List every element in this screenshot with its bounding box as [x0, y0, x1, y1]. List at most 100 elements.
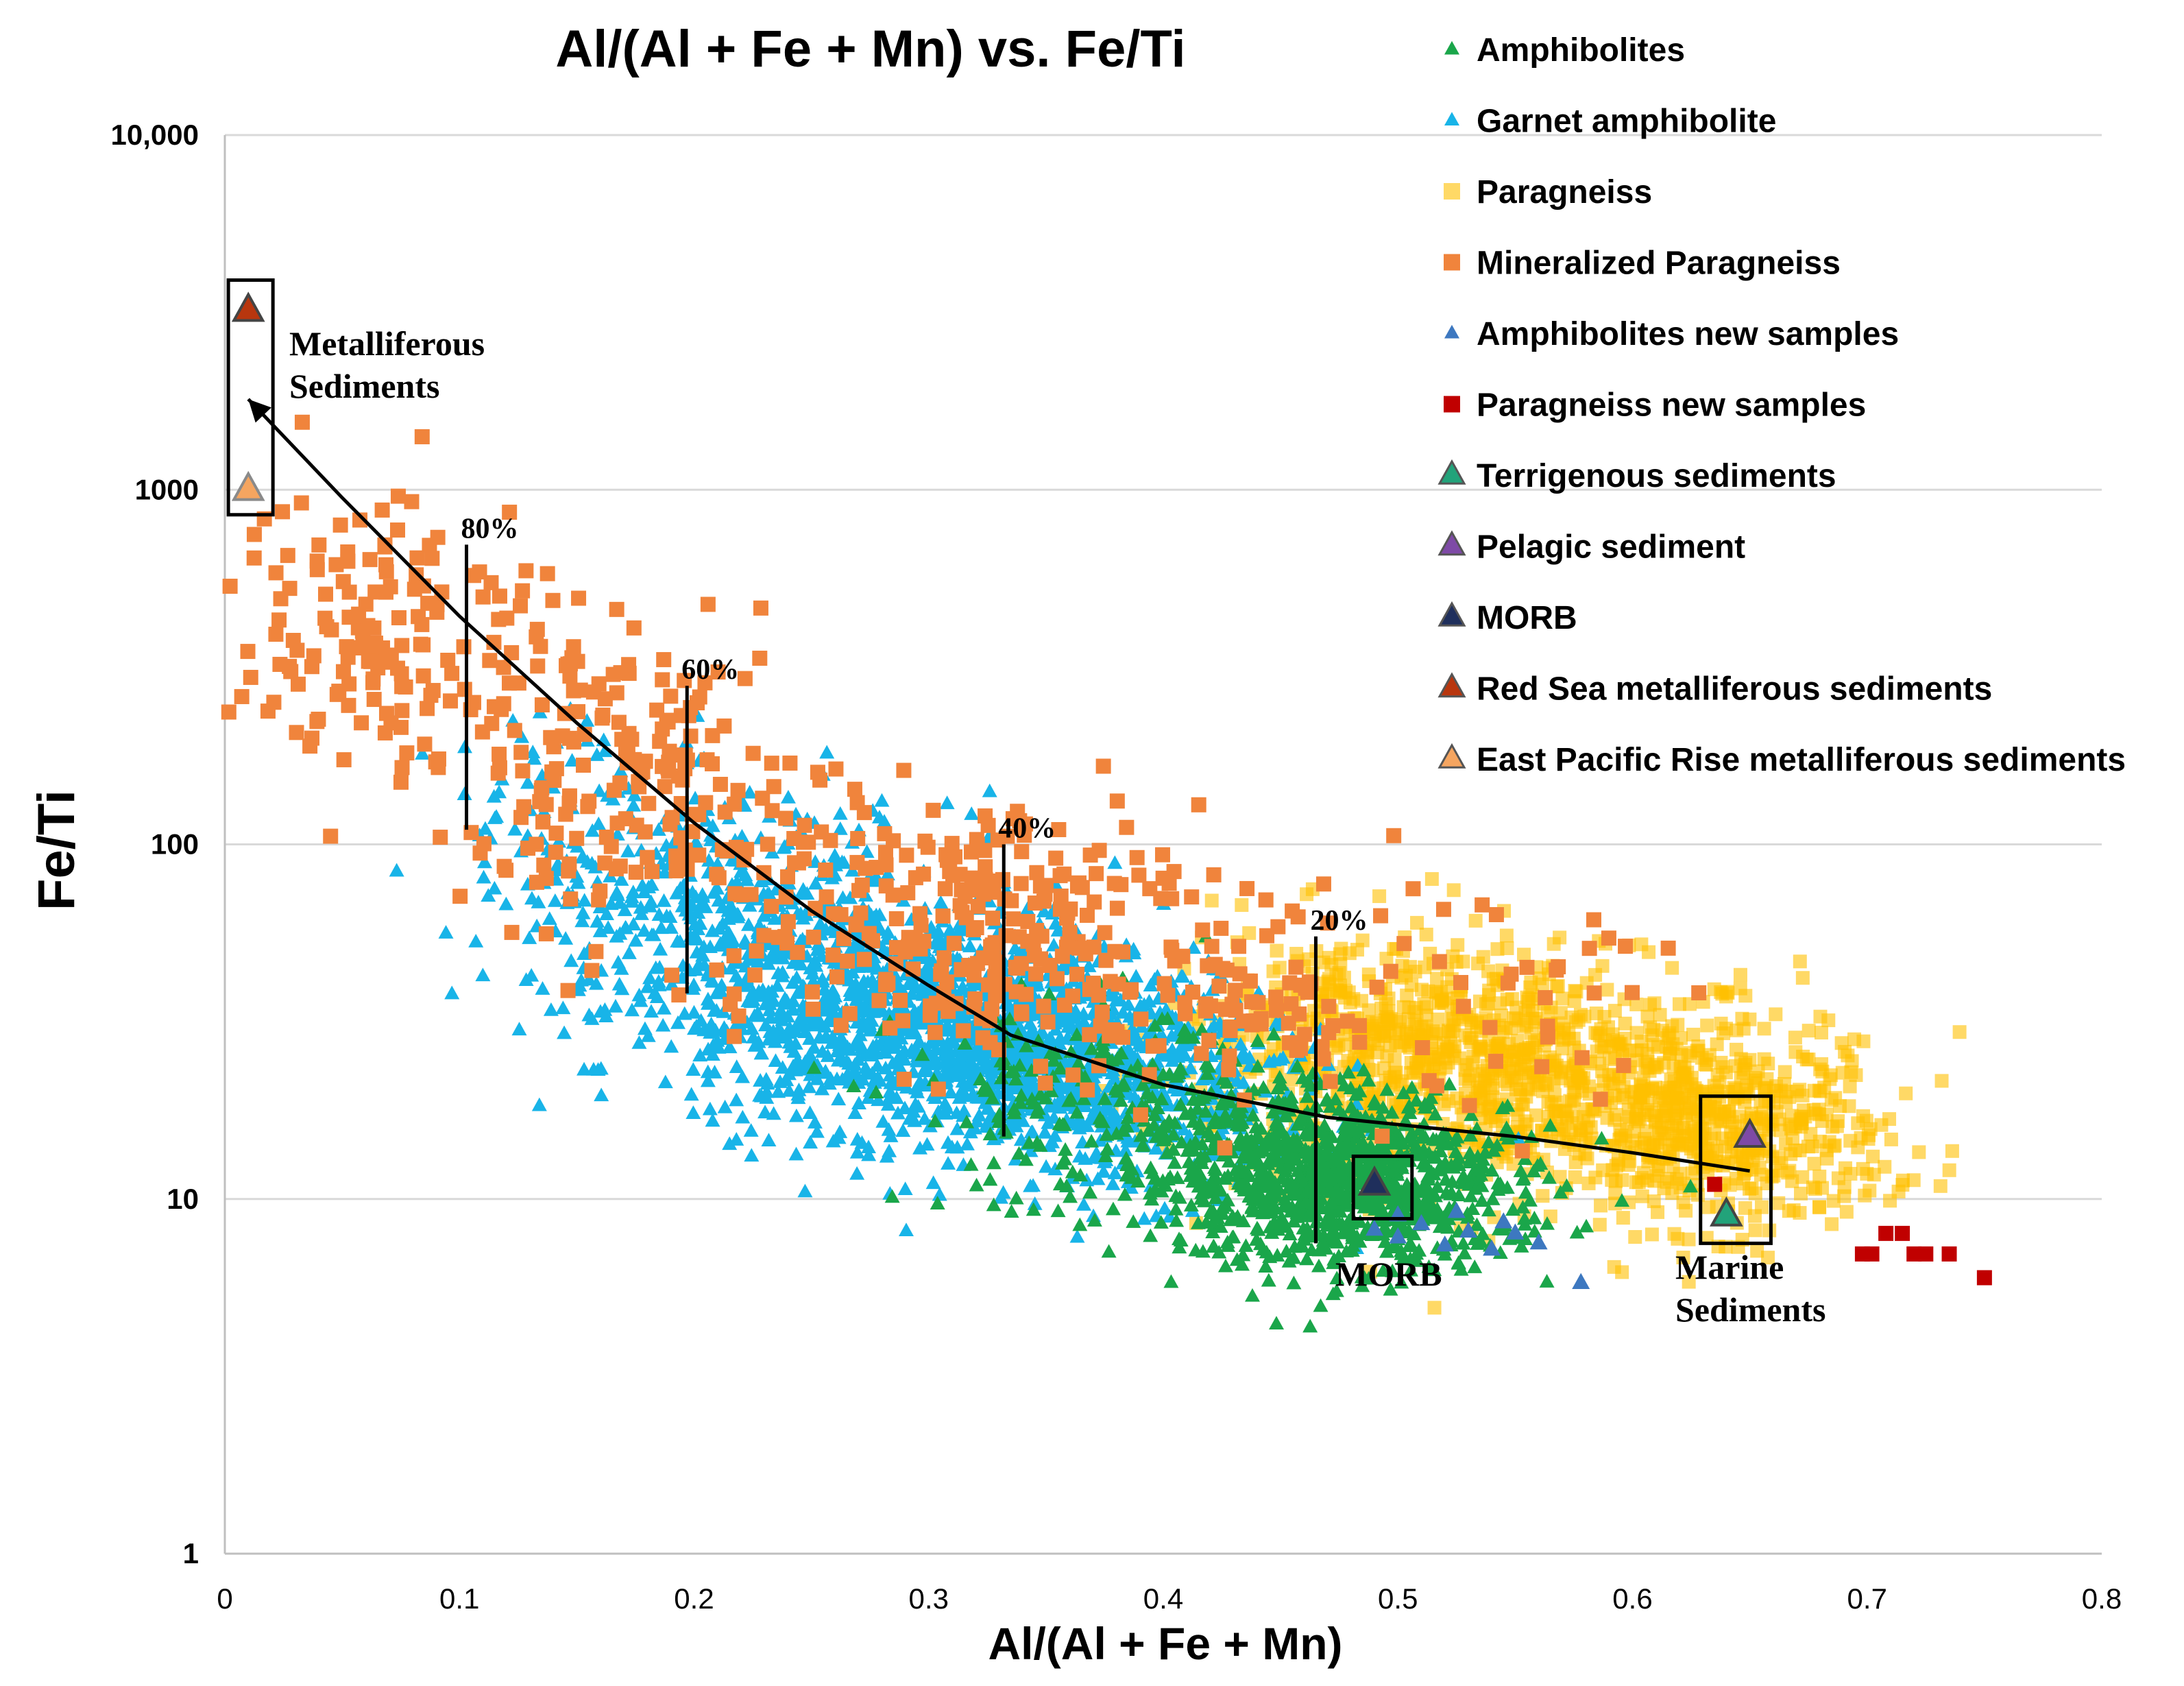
data-point — [959, 1136, 975, 1151]
data-point — [951, 1090, 967, 1104]
data-point — [1878, 1159, 1892, 1174]
data-point — [1839, 1205, 1854, 1219]
data-point — [1333, 947, 1347, 961]
data-point — [1194, 1022, 1210, 1036]
data-point — [1262, 1151, 1278, 1166]
data-point — [1793, 954, 1807, 969]
data-point — [705, 1047, 720, 1061]
data-point — [1699, 1058, 1714, 1072]
data-point — [1132, 1035, 1148, 1050]
data-point — [531, 894, 546, 908]
data-point — [520, 775, 535, 789]
data-point — [1402, 1105, 1418, 1120]
data-point — [1733, 967, 1747, 982]
data-point — [832, 1037, 847, 1051]
data-point — [835, 890, 851, 904]
data-point — [1069, 1229, 1085, 1243]
data-point — [1061, 1077, 1077, 1092]
data-point — [1409, 1253, 1425, 1267]
data-point — [860, 1090, 876, 1104]
data-point — [806, 1060, 822, 1074]
data-point — [611, 976, 627, 991]
data-point — [1250, 1059, 1265, 1073]
data-point — [1813, 1084, 1828, 1098]
data-point — [1395, 959, 1409, 973]
data-point — [1361, 1072, 1376, 1087]
data-point — [1321, 1127, 1337, 1142]
data-point — [575, 905, 591, 919]
data-point — [1299, 1089, 1315, 1103]
data-point — [1462, 1151, 1478, 1166]
data-point — [1600, 983, 1614, 997]
data-point — [825, 1133, 841, 1148]
data-point — [780, 789, 796, 804]
data-point — [1046, 937, 1062, 952]
data-point — [722, 1136, 738, 1151]
data-point — [1405, 978, 1419, 992]
data-point — [648, 960, 664, 974]
data-point — [1266, 1026, 1282, 1041]
data-point — [850, 1052, 866, 1066]
data-point — [1640, 1009, 1655, 1024]
data-point — [1740, 1079, 1754, 1093]
data-point — [849, 1131, 865, 1146]
data-point — [686, 1004, 702, 1019]
data-point — [1006, 1063, 1021, 1078]
data-point — [1325, 1286, 1341, 1301]
data-point — [1650, 1135, 1664, 1150]
data-point — [1719, 1065, 1733, 1080]
data-point — [1777, 1065, 1792, 1079]
data-point — [1518, 1005, 1533, 1020]
data-point — [874, 793, 890, 807]
data-point — [1856, 1109, 1870, 1123]
data-point — [1018, 1152, 1034, 1166]
data-point — [531, 1097, 547, 1111]
data-point — [959, 1114, 975, 1129]
data-point — [621, 946, 637, 959]
data-point — [908, 1011, 924, 1025]
data-point — [861, 1147, 877, 1161]
data-point — [1230, 1105, 1246, 1119]
data-point — [1165, 1053, 1180, 1067]
data-point — [558, 930, 574, 945]
data-point — [912, 1140, 928, 1155]
data-point — [1261, 1054, 1277, 1068]
data-point — [1261, 1175, 1277, 1189]
data-point — [1856, 1034, 1871, 1048]
data-point — [1516, 1170, 1531, 1185]
data-point — [1337, 1222, 1353, 1236]
data-point — [884, 1189, 900, 1203]
data-point — [702, 1101, 718, 1116]
data-point — [1456, 1169, 1472, 1183]
data-point — [1856, 1161, 1870, 1176]
data-point — [1220, 1094, 1236, 1109]
data-point — [569, 869, 585, 883]
data-point — [547, 893, 563, 907]
data-point — [669, 885, 685, 900]
data-point — [1367, 1094, 1383, 1108]
data-point — [1612, 1037, 1627, 1051]
data-point — [1866, 1149, 1880, 1164]
data-point — [869, 1085, 884, 1098]
data-point — [1318, 1147, 1333, 1161]
data-point — [1531, 1078, 1546, 1092]
data-point — [803, 1135, 818, 1149]
data-point — [1485, 1191, 1501, 1205]
data-point — [1431, 1160, 1447, 1175]
data-point — [1410, 915, 1424, 930]
data-point — [1603, 1050, 1617, 1065]
data-point — [1444, 1174, 1460, 1188]
data-point — [1629, 1026, 1644, 1040]
data-point — [744, 1021, 760, 1035]
data-point — [599, 906, 615, 920]
data-point — [1517, 1020, 1531, 1034]
data-point — [1748, 1223, 1762, 1238]
data-point — [1126, 1214, 1141, 1228]
data-point — [1606, 1076, 1621, 1091]
data-point — [683, 1087, 699, 1101]
data-point — [1607, 1113, 1622, 1127]
data-point — [849, 1015, 865, 1029]
data-point — [743, 1123, 759, 1137]
data-point — [1047, 1161, 1063, 1176]
